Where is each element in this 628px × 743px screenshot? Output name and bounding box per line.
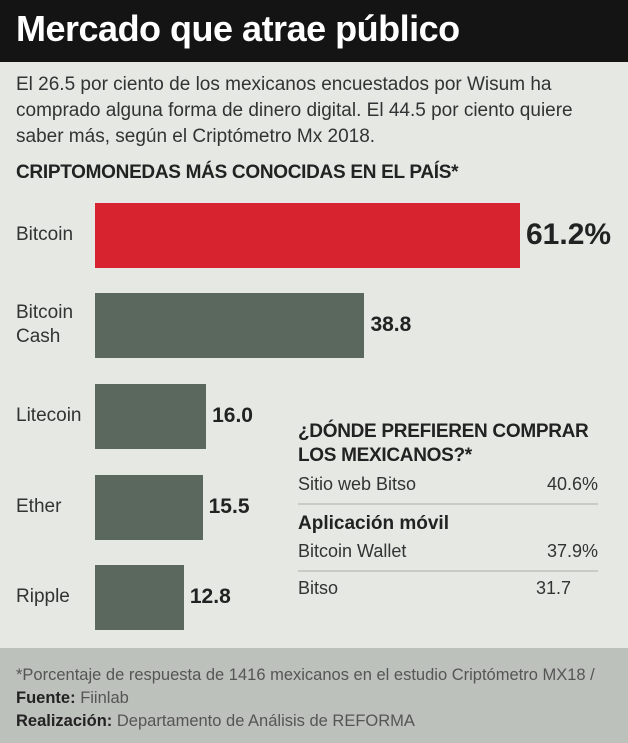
credit: Departamento de Análisis de REFORMA xyxy=(116,712,415,730)
value-label: 38.8 xyxy=(370,313,412,336)
row-value: 37.9% xyxy=(546,541,598,561)
row-label: Bitso xyxy=(298,578,339,598)
page-title: Mercado que atrae público xyxy=(16,8,460,49)
source-label: Fuente: xyxy=(16,689,76,707)
bar xyxy=(95,384,207,449)
category-label: Ether xyxy=(16,496,62,517)
category-label: Bitcoin Cash xyxy=(16,302,74,347)
intro-text: El 26.5 por ciento de los mexicanos encu… xyxy=(16,74,573,147)
header: Mercado que atrae público xyxy=(0,0,628,62)
category-label: Ripple xyxy=(16,586,70,607)
bar xyxy=(95,475,203,540)
table-title: ¿DÓNDE PREFIEREN COMPRAR LOS MEXICANOS?* xyxy=(298,421,589,466)
row-value: 40.6% xyxy=(546,474,598,494)
row-label: Bitcoin Wallet xyxy=(298,541,407,561)
table-row: Bitcoin Wallet 37.9% xyxy=(298,535,598,572)
value-label: 15.5 xyxy=(208,495,250,518)
row-value: 31.7 xyxy=(536,578,572,598)
category-label: Bitcoin xyxy=(16,224,74,245)
group-heading: Aplicación móvil xyxy=(298,513,449,534)
bar xyxy=(95,565,184,630)
table-row: Bitso 31.7 xyxy=(298,572,598,607)
credit-label: Realización: xyxy=(16,712,113,730)
value-label: 61.2% xyxy=(526,218,612,251)
table-row: Sitio web Bitso 40.6% xyxy=(298,468,598,505)
chart-title: CRIPTOMONEDAS MÁS CONOCIDAS EN EL PAÍS* xyxy=(16,162,459,183)
source: Fiinlab xyxy=(80,689,129,707)
bar xyxy=(95,293,365,358)
bar xyxy=(95,203,520,268)
category-label: Litecoin xyxy=(16,405,82,426)
purchase-preference-table: ¿DÓNDE PREFIEREN COMPRAR LOS MEXICANOS?*… xyxy=(298,420,598,607)
value-label: 12.8 xyxy=(189,585,231,608)
footnote: *Porcentaje de respuesta de 1416 mexican… xyxy=(16,666,595,684)
row-label: Sitio web Bitso xyxy=(298,474,417,494)
footer: *Porcentaje de respuesta de 1416 mexican… xyxy=(0,648,628,743)
value-label: 16.0 xyxy=(212,404,253,427)
